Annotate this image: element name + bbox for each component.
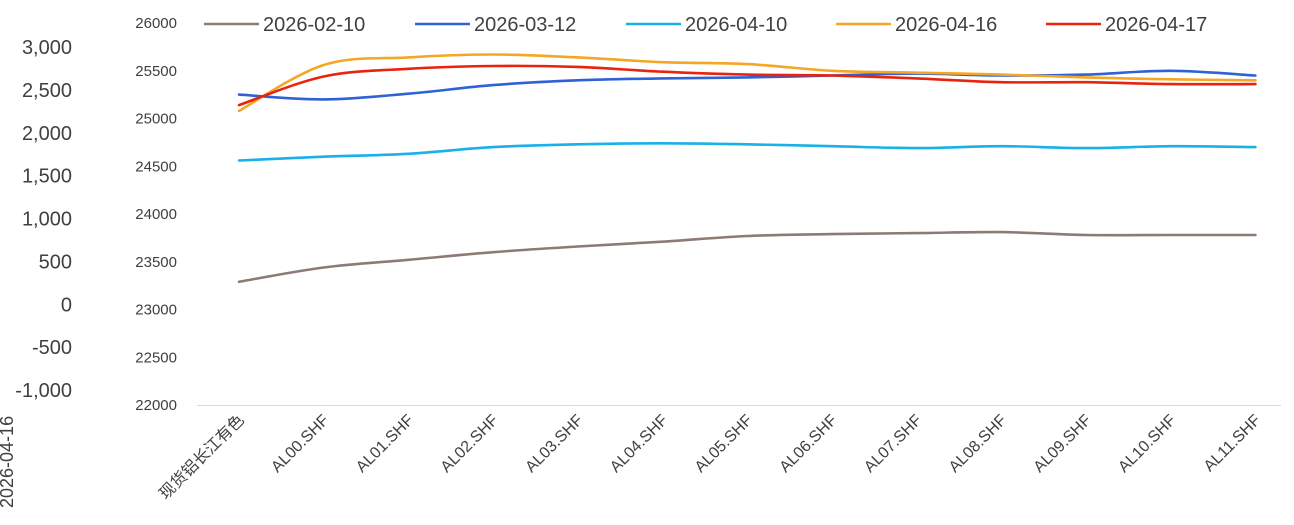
secondary-y-tick-label: 0 — [61, 294, 72, 316]
series-line-2026-04-10 — [237, 142, 1257, 162]
y-tick-label: 26000 — [135, 15, 177, 32]
secondary-y-tick-label: 500 — [39, 251, 72, 273]
y-tick-label: 24000 — [135, 206, 177, 223]
x-tick-label: AL03.SHF — [522, 412, 586, 476]
secondary-y-tick-label: 1,500 — [22, 166, 72, 188]
series-line-2026-02-10 — [237, 230, 1257, 284]
x-tick-label: AL07.SHF — [861, 412, 925, 476]
legend-label: 2026-02-10 — [263, 14, 365, 36]
secondary-y-tick-label: -500 — [32, 337, 72, 359]
secondary-axis-title-fragment: 2026-04-16 — [0, 416, 17, 508]
series-line-2026-04-17 — [237, 64, 1257, 107]
x-tick-label: 现货铝长江有色 — [156, 411, 248, 503]
series-line-2026-04-16 — [237, 53, 1257, 113]
y-tick-label: 24500 — [135, 158, 177, 175]
primary-y-axis: 22000 22500 23000 23500 24000 24500 25000 25500… — [135, 15, 177, 414]
x-tick-label: AL11.SHF — [1201, 412, 1265, 476]
legend: 2026-02-10 2026-03-12 2026-04-10 2026-04-16… — [204, 14, 1207, 36]
y-tick-label: 22500 — [135, 349, 177, 366]
y-tick-label: 23000 — [135, 302, 177, 319]
x-axis: 现货铝长江有色 AL00.SHF AL01.SHF AL02.SHF AL03.SHF A… — [156, 411, 1264, 503]
secondary-y-tick-label: 3,000 — [22, 37, 72, 59]
secondary-y-tick-label: 2,000 — [22, 123, 72, 145]
secondary-y-tick-label: 1,000 — [22, 209, 72, 231]
x-tick-label: AL02.SHF — [438, 412, 502, 476]
y-tick-label: 25500 — [135, 63, 177, 80]
series-line-2026-03-12 — [237, 69, 1257, 101]
secondary-axis-title-wrap: 2026-04-16 — [0, 416, 17, 508]
legend-label: 2026-04-10 — [685, 14, 787, 36]
y-tick-label: 22000 — [135, 397, 177, 414]
y-tick-label: 25000 — [135, 111, 177, 128]
x-tick-label: AL01.SHF — [353, 412, 417, 476]
series-layer — [237, 53, 1257, 284]
x-tick-label: AL04.SHF — [607, 412, 671, 476]
x-tick-label: AL05.SHF — [692, 412, 756, 476]
left-axis: -1,000 -500 0 500 1,000 1,500 2,000 2,500 3,000 — [15, 37, 72, 402]
y-tick-label: 23500 — [135, 254, 177, 271]
legend-label: 2026-03-12 — [474, 14, 576, 36]
legend-label: 2026-04-16 — [895, 14, 997, 36]
x-tick-label: AL10.SHF — [1115, 412, 1179, 476]
secondary-y-tick-label: -1,000 — [15, 380, 72, 402]
x-tick-label: AL06.SHF — [777, 412, 841, 476]
x-tick-label: AL08.SHF — [946, 412, 1010, 476]
x-tick-label: AL09.SHF — [1031, 412, 1095, 476]
secondary-y-tick-label: 2,500 — [22, 80, 72, 102]
legend-label: 2026-04-17 — [1105, 14, 1207, 36]
x-tick-label: AL00.SHF — [268, 412, 332, 476]
